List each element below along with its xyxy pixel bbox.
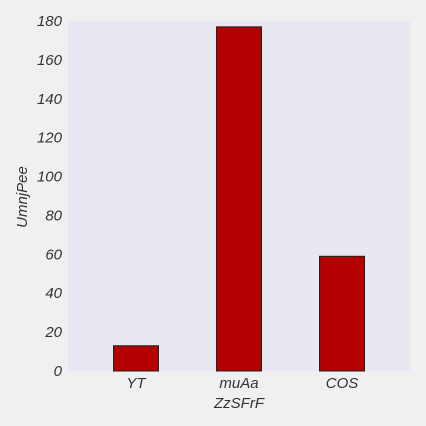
y-tick-label: 100 [37,169,63,186]
y-tick-label: 0 [54,363,63,380]
bar-yt [113,345,159,372]
y-tick-label: 140 [37,91,63,108]
y-tick-label: 120 [37,130,63,147]
x-tick-label: muAa [219,375,258,392]
x-axis: YT muAa COS [126,375,358,392]
bar-muaa [216,26,262,372]
y-axis-title: UmnjPee [14,166,31,228]
y-axis: 0 20 40 60 80 100 120 140 160 180 [37,13,63,380]
bar-series [113,26,365,372]
y-tick-label: 60 [45,246,62,263]
y-tick-label: 80 [45,207,62,224]
x-tick-label: YT [126,375,147,392]
x-tick-label: COS [326,375,359,392]
bar-cos [319,255,365,372]
y-tick-label: 40 [45,285,62,302]
y-tick-label: 180 [37,13,63,30]
y-tick-label: 160 [37,52,63,69]
y-tick-label: 20 [44,324,62,341]
x-axis-title: ZzSFrF [213,395,265,412]
